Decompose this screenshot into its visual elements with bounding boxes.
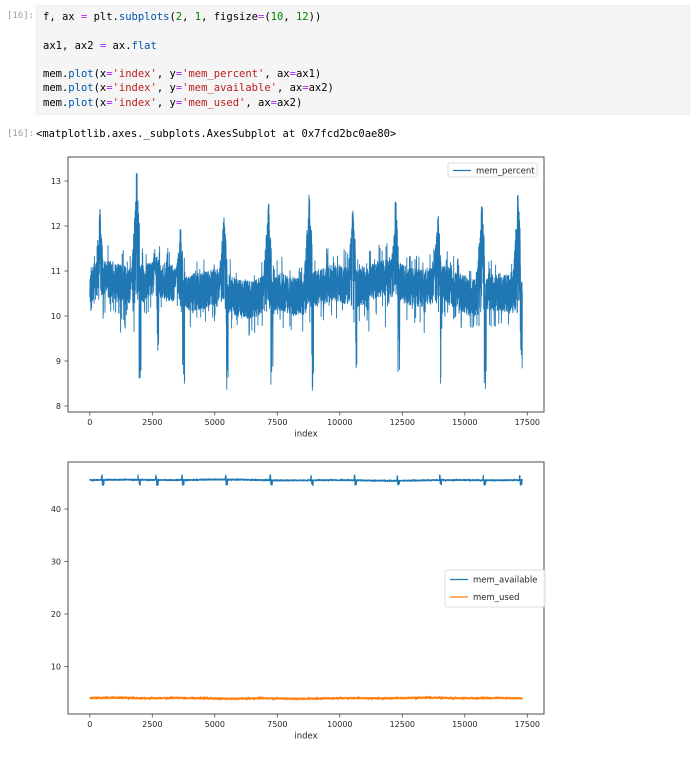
svg-text:index: index	[294, 732, 317, 742]
output-repr: <matplotlib.axes._subplots.AxesSubplot a…	[36, 128, 397, 141]
code-content: f, ax = plt.subplots(2, 1, figsize=(10, …	[43, 11, 334, 109]
svg-text:12: 12	[51, 222, 61, 231]
svg-text:0: 0	[87, 418, 92, 427]
svg-text:9: 9	[56, 357, 61, 366]
svg-text:5000: 5000	[205, 720, 225, 729]
svg-text:7500: 7500	[267, 720, 287, 729]
code-editor[interactable]: f, ax = plt.subplots(2, 1, figsize=(10, …	[36, 5, 690, 116]
svg-text:0: 0	[87, 720, 92, 729]
svg-text:40: 40	[51, 505, 61, 514]
svg-text:15000: 15000	[452, 418, 477, 427]
svg-text:10000: 10000	[327, 720, 352, 729]
svg-text:8: 8	[56, 402, 61, 411]
svg-text:30: 30	[51, 557, 61, 566]
svg-text:11: 11	[51, 267, 61, 276]
svg-text:10000: 10000	[327, 418, 352, 427]
svg-text:7500: 7500	[267, 418, 287, 427]
svg-text:12500: 12500	[390, 418, 415, 427]
svg-text:15000: 15000	[452, 720, 477, 729]
svg-text:mem_percent: mem_percent	[476, 166, 535, 176]
svg-text:13: 13	[51, 177, 61, 186]
svg-text:10: 10	[51, 312, 61, 321]
mem-available-used-chart: 0 2500 5000 7500 10000 12500 15000 17500 10 20 30 4…	[51, 461, 546, 742]
figure-output: 0 2500 5000 7500 10000 12500 15000 17500 8 9 10 11 1…	[0, 151, 691, 761]
svg-text:10: 10	[51, 662, 61, 671]
svg-text:17500: 17500	[515, 720, 540, 729]
output-area: [16]: <matplotlib.axes._subplots.AxesSub…	[0, 123, 691, 141]
mem-percent-chart: 0 2500 5000 7500 10000 12500 15000 17500 8 9 10 11 1…	[51, 156, 545, 440]
input-prompt: [16]:	[7, 11, 35, 21]
svg-text:2500: 2500	[142, 720, 162, 729]
svg-text:mem_available: mem_available	[473, 576, 537, 586]
svg-text:index: index	[294, 430, 317, 440]
code-cell: [16]: f, ax = plt.subplots(2, 1, figsize…	[0, 5, 691, 116]
svg-text:17500: 17500	[515, 418, 540, 427]
svg-text:2500: 2500	[142, 418, 162, 427]
svg-text:20: 20	[51, 610, 61, 619]
output-prompt: [16]:	[7, 129, 35, 140]
svg-text:mem_used: mem_used	[473, 593, 519, 603]
svg-text:12500: 12500	[390, 720, 415, 729]
svg-text:5000: 5000	[205, 418, 225, 427]
